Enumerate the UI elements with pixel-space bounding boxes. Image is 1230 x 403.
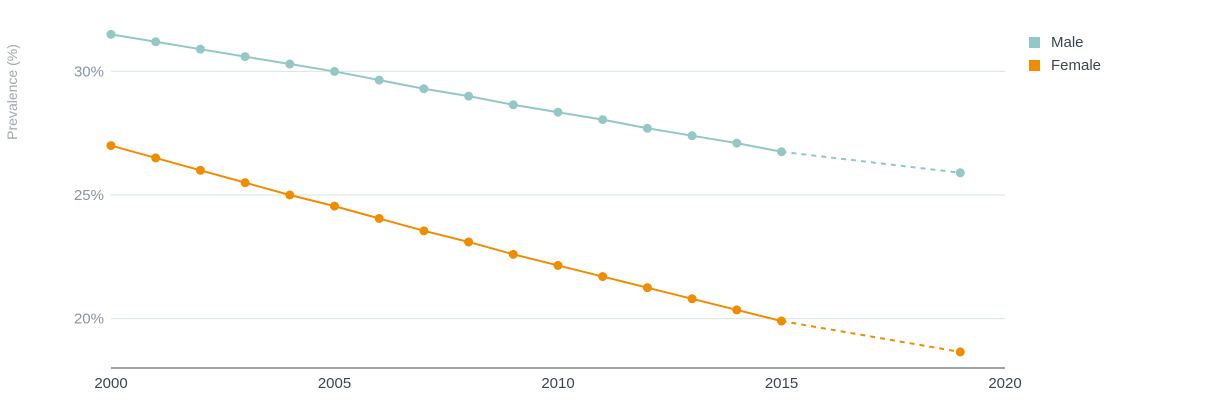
data-point-male-2006 bbox=[374, 75, 384, 85]
series-female bbox=[106, 141, 965, 357]
series-line-female bbox=[110, 144, 782, 323]
data-point-male-2001 bbox=[151, 37, 161, 47]
data-point-female-2012 bbox=[642, 283, 652, 293]
data-point-female-2014 bbox=[732, 305, 742, 315]
data-point-female-2011 bbox=[598, 272, 608, 282]
projection-line-male bbox=[781, 150, 961, 174]
data-point-male-2011 bbox=[598, 115, 608, 125]
x-tick-label-2010: 2010 bbox=[541, 375, 574, 392]
data-point-female-2005 bbox=[330, 201, 339, 211]
data-point-female-2000 bbox=[106, 141, 116, 151]
y-tick-label-30: 30% bbox=[74, 63, 104, 80]
data-point-male-2004 bbox=[285, 59, 295, 69]
data-point-female-2010 bbox=[553, 260, 563, 270]
data-point-male-2015 bbox=[777, 147, 786, 157]
projection-line-female bbox=[781, 320, 961, 353]
x-tick-label-2020: 2020 bbox=[988, 375, 1021, 392]
data-point-male-2007 bbox=[419, 84, 429, 94]
grid-lines bbox=[111, 70, 1005, 320]
data-point-male-2008 bbox=[464, 91, 474, 101]
data-point-female-2009 bbox=[508, 249, 518, 259]
data-point-male-2014 bbox=[732, 138, 742, 148]
legend: Male Female bbox=[1029, 31, 1101, 77]
x-axis-ticks: 2000 2005 2010 2015 2020 bbox=[94, 375, 1021, 392]
data-point-female-2015 bbox=[777, 316, 786, 326]
legend-swatch-male bbox=[1029, 37, 1040, 48]
data-point-female-2013 bbox=[687, 294, 697, 304]
x-tick-label-2015: 2015 bbox=[765, 375, 798, 392]
legend-label-female: Female bbox=[1051, 57, 1102, 74]
data-point-male-2009 bbox=[508, 100, 518, 110]
data-point-female-2004 bbox=[285, 190, 295, 200]
series-line-male bbox=[110, 33, 782, 153]
data-point-female-2019 bbox=[955, 347, 965, 357]
data-point-male-2005 bbox=[330, 66, 339, 76]
data-point-female-2006 bbox=[374, 213, 384, 223]
y-tick-label-20: 20% bbox=[74, 311, 104, 328]
x-tick-label-2000: 2000 bbox=[94, 375, 127, 392]
legend-item-male[interactable]: Male bbox=[1029, 31, 1101, 54]
data-point-male-2019 bbox=[955, 168, 965, 178]
legend-swatch-female bbox=[1029, 60, 1040, 71]
legend-item-female[interactable]: Female bbox=[1029, 54, 1101, 77]
series-male bbox=[106, 29, 965, 178]
series-layer bbox=[106, 29, 965, 357]
data-point-male-2002 bbox=[195, 44, 205, 54]
data-point-male-2000 bbox=[106, 29, 116, 39]
y-tick-label-25: 25% bbox=[74, 187, 104, 204]
x-tick-label-2005: 2005 bbox=[318, 375, 351, 392]
data-point-male-2012 bbox=[642, 123, 652, 133]
data-point-female-2003 bbox=[240, 178, 250, 188]
data-point-female-2008 bbox=[464, 237, 474, 247]
data-point-male-2013 bbox=[687, 131, 697, 141]
data-point-female-2007 bbox=[419, 226, 429, 236]
y-axis-ticks: 20% 25% 30% bbox=[74, 63, 104, 327]
data-point-female-2001 bbox=[151, 153, 161, 163]
y-axis-title: Prevalence (%) bbox=[4, 44, 20, 140]
data-point-male-2010 bbox=[553, 107, 563, 117]
data-point-male-2003 bbox=[240, 52, 250, 62]
legend-label-male: Male bbox=[1051, 34, 1084, 51]
data-point-female-2002 bbox=[195, 165, 205, 175]
